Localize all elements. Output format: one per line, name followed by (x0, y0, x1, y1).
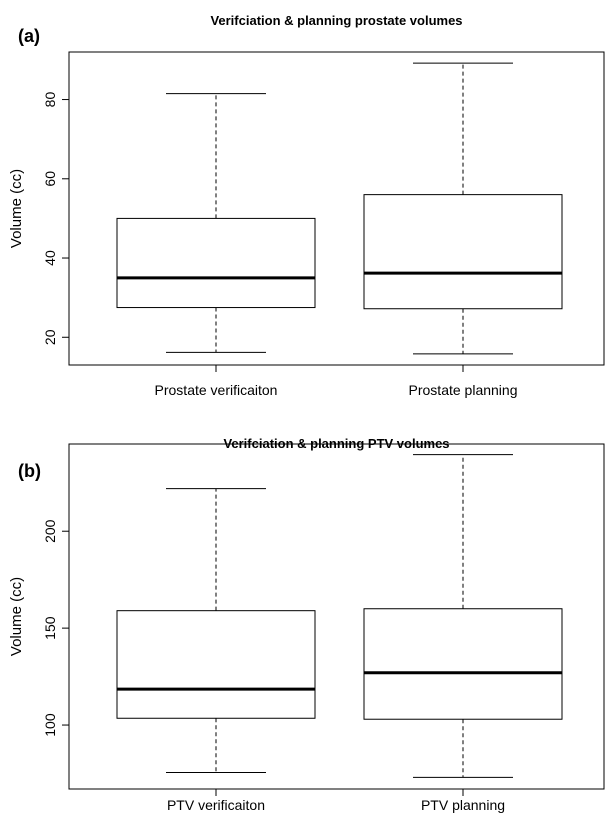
y-tick-label: 200 (42, 519, 58, 543)
y-tick-label: 20 (42, 329, 58, 345)
chart-panel-a: (a) Verifciation & planning prostate vol… (0, 0, 606, 408)
chart-panel-b: (b) Verifciation & planning PTV volumes 1… (0, 408, 606, 817)
x-tick-label: Prostate verificaiton (155, 382, 278, 398)
x-tick-label: Prostate planning (409, 382, 518, 398)
box-iqr (363, 194, 563, 310)
y-tick-label: 80 (42, 92, 58, 108)
y-axis-label: Volume (cc) (8, 577, 25, 656)
y-tick-label: 60 (42, 171, 58, 187)
box-iqr (363, 608, 563, 720)
y-tick-label: 150 (42, 616, 58, 640)
box-plot-b: Verifciation & planning PTV volumes10015… (8, 436, 605, 813)
box-iqr (116, 610, 316, 719)
box-iqr (116, 217, 316, 309)
y-axis-label: Volume (cc) (8, 169, 25, 248)
x-tick-label: PTV verificaiton (167, 797, 265, 813)
chart-title: Verifciation & planning prostate volumes (210, 13, 462, 28)
panel-label: (a) (18, 26, 40, 46)
box-plot-a: Verifciation & planning prostate volumes… (8, 13, 605, 398)
x-tick-label: PTV planning (421, 797, 505, 813)
y-tick-label: 100 (42, 713, 58, 737)
y-tick-label: 40 (42, 250, 58, 266)
panel-label: (b) (18, 461, 41, 481)
